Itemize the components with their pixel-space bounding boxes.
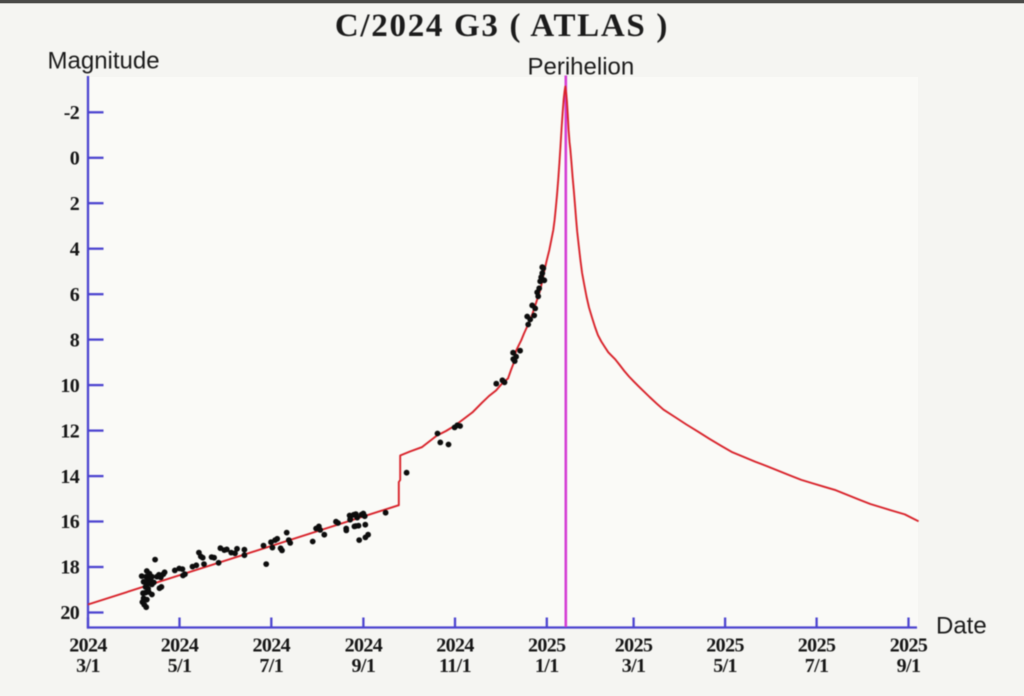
svg-text:4: 4 xyxy=(70,238,80,260)
svg-text:-2: -2 xyxy=(64,102,80,124)
svg-text:2025: 2025 xyxy=(706,635,744,657)
svg-text:2024: 2024 xyxy=(252,635,290,657)
svg-text:2: 2 xyxy=(70,193,80,215)
svg-text:C/2024 G3 ( ATLAS ): C/2024 G3 ( ATLAS ) xyxy=(335,8,669,44)
svg-text:Magnitude: Magnitude xyxy=(48,47,160,74)
svg-text:2024: 2024 xyxy=(436,635,474,657)
svg-text:5/1: 5/1 xyxy=(713,655,737,677)
svg-text:2025: 2025 xyxy=(890,635,928,657)
svg-text:9/1: 9/1 xyxy=(352,655,376,677)
svg-text:Perihelion: Perihelion xyxy=(528,54,635,81)
svg-text:0: 0 xyxy=(70,148,80,170)
svg-text:2025: 2025 xyxy=(798,635,836,657)
svg-text:14: 14 xyxy=(60,466,79,488)
svg-text:10: 10 xyxy=(60,375,79,397)
svg-text:1/1: 1/1 xyxy=(535,655,559,677)
svg-text:20: 20 xyxy=(60,602,79,624)
svg-text:8: 8 xyxy=(70,329,80,351)
svg-text:2024: 2024 xyxy=(345,635,383,657)
svg-text:Date: Date xyxy=(936,613,987,640)
svg-text:7/1: 7/1 xyxy=(259,655,283,677)
svg-text:5/1: 5/1 xyxy=(168,655,192,677)
svg-text:12: 12 xyxy=(60,420,79,442)
svg-text:2024: 2024 xyxy=(69,635,107,657)
svg-text:3/1: 3/1 xyxy=(76,655,100,677)
svg-text:2024: 2024 xyxy=(161,635,199,657)
svg-text:7/1: 7/1 xyxy=(805,655,829,677)
svg-text:18: 18 xyxy=(60,557,79,579)
svg-text:11/1: 11/1 xyxy=(439,655,471,677)
svg-text:16: 16 xyxy=(60,511,79,533)
svg-text:2025: 2025 xyxy=(528,635,566,657)
svg-text:2025: 2025 xyxy=(615,635,653,657)
svg-text:9/1: 9/1 xyxy=(897,655,921,677)
svg-text:6: 6 xyxy=(70,284,80,306)
svg-text:3/1: 3/1 xyxy=(622,655,646,677)
